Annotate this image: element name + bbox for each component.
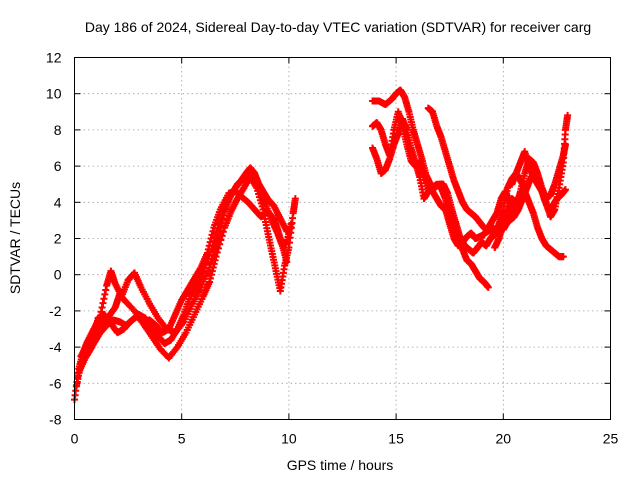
x-tick-label: 0 — [71, 431, 79, 447]
series-arc-K — [508, 111, 572, 221]
y-tick-label: -4 — [49, 339, 62, 355]
data-point-interp — [216, 240, 224, 248]
y-tick-label: -2 — [49, 303, 62, 319]
y-tick-label: -6 — [49, 375, 62, 391]
y-axis-label: SDTVAR / TECUs — [7, 182, 23, 294]
data-point-interp — [213, 229, 221, 237]
x-tick-label: 20 — [496, 431, 512, 447]
y-tick-label: 10 — [46, 86, 62, 102]
chart-title: Day 186 of 2024, Sidereal Day-to-day VTE… — [85, 19, 591, 35]
series-layer — [71, 86, 572, 404]
y-tick-label: 6 — [54, 158, 62, 174]
x-axis: 0 5 10 15 20 25 — [71, 57, 619, 447]
y-tick-label: 12 — [46, 50, 62, 66]
data-point — [283, 258, 291, 266]
x-tick-label: 15 — [388, 431, 404, 447]
y-axis: -8 -6 -4 -2 0 2 4 6 8 10 12 — [46, 50, 611, 428]
y-tick-label: 2 — [54, 231, 62, 247]
series-arc-D — [77, 187, 291, 360]
data-point — [559, 253, 567, 261]
data-point-interp — [219, 228, 227, 236]
y-tick-label: 0 — [54, 267, 62, 283]
x-tick-label: 25 — [603, 431, 619, 447]
grid — [74, 57, 611, 420]
data-point — [291, 195, 299, 203]
y-tick-label: 4 — [54, 194, 62, 210]
series-arc-J — [491, 187, 567, 261]
data-point-interp — [213, 248, 221, 256]
x-axis-label: GPS time / hours — [287, 457, 394, 473]
y-tick-label: -8 — [49, 412, 62, 428]
y-tick-label: 8 — [54, 122, 62, 138]
data-point — [561, 186, 569, 194]
data-point — [484, 283, 492, 291]
x-tick-label: 5 — [178, 431, 186, 447]
data-point — [564, 111, 572, 119]
plot-frame — [74, 57, 611, 420]
data-point-interp — [214, 244, 222, 252]
series-arc-G — [369, 115, 492, 291]
data-point-interp — [217, 236, 225, 244]
x-tick-label: 10 — [281, 431, 297, 447]
data-point — [283, 227, 291, 235]
data-point-interp — [218, 232, 226, 240]
data-point — [212, 253, 220, 261]
data-point-interp — [214, 225, 222, 233]
